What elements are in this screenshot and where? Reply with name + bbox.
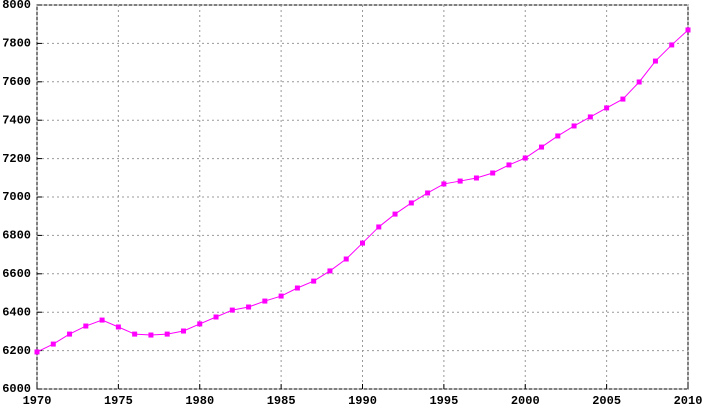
data-point xyxy=(246,304,252,310)
y-tick-label: 7000 xyxy=(2,190,31,204)
y-tick-label: 6200 xyxy=(2,344,31,358)
data-point xyxy=(34,349,40,355)
x-tick-label: 1975 xyxy=(104,394,133,407)
data-point xyxy=(571,123,577,129)
data-point xyxy=(490,170,496,176)
data-point xyxy=(262,298,268,304)
data-point xyxy=(67,331,73,337)
data-point xyxy=(392,211,398,217)
data-point xyxy=(441,181,447,187)
data-point xyxy=(685,27,691,33)
data-point xyxy=(604,105,610,111)
data-point xyxy=(278,293,284,299)
data-point xyxy=(555,133,561,139)
data-point xyxy=(50,341,56,347)
x-tick-label: 1970 xyxy=(23,394,52,407)
data-point xyxy=(539,144,545,150)
data-point xyxy=(587,114,593,120)
data-point xyxy=(408,200,414,206)
data-point xyxy=(294,285,300,291)
y-tick-label: 7400 xyxy=(2,113,31,127)
data-point xyxy=(311,278,317,284)
x-tick-label: 1980 xyxy=(185,394,214,407)
data-point xyxy=(229,307,235,313)
y-tick-label: 7800 xyxy=(2,37,31,51)
data-point xyxy=(197,321,203,327)
x-tick-label: 2000 xyxy=(511,394,540,407)
data-point xyxy=(473,175,479,181)
x-tick-label: 2010 xyxy=(674,394,703,407)
y-tick-label: 6400 xyxy=(2,305,31,319)
data-point xyxy=(425,190,431,196)
y-tick-label: 8000 xyxy=(2,0,31,12)
data-point xyxy=(360,240,365,246)
y-tick-label: 6800 xyxy=(2,229,31,243)
data-point xyxy=(457,178,463,184)
data-point xyxy=(652,58,658,64)
data-point xyxy=(164,331,170,337)
data-point xyxy=(83,323,89,329)
x-tick-label: 1990 xyxy=(348,394,377,407)
y-tick-label: 7600 xyxy=(2,75,31,89)
data-point xyxy=(99,317,105,323)
x-tick-label: 2005 xyxy=(592,394,621,407)
y-tick-label: 7200 xyxy=(2,152,31,166)
data-point xyxy=(148,332,154,338)
data-point xyxy=(376,224,382,230)
data-point xyxy=(506,162,512,168)
data-point xyxy=(620,96,626,102)
data-point xyxy=(669,42,675,48)
data-point xyxy=(115,324,121,330)
data-point xyxy=(180,328,186,334)
data-point xyxy=(522,155,528,161)
data-point xyxy=(343,256,349,262)
y-tick-label: 6600 xyxy=(2,267,31,281)
data-point xyxy=(327,268,333,274)
data-point xyxy=(213,314,219,320)
data-point xyxy=(636,79,642,85)
y-tick-label: 6000 xyxy=(2,382,31,396)
data-point xyxy=(132,331,138,337)
x-tick-label: 1995 xyxy=(429,394,458,407)
x-tick-label: 1985 xyxy=(267,394,296,407)
